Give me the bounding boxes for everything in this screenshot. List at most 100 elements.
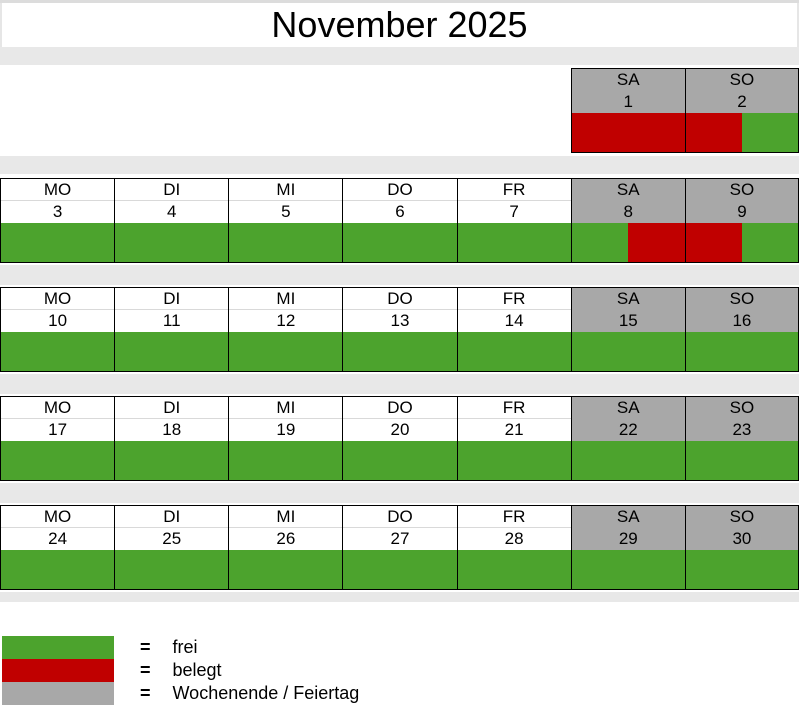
availability-second-half [514,550,571,589]
day-name: DI [115,397,229,419]
separator-band [0,47,799,65]
day-name: SO [685,397,798,419]
availability-second-half [628,550,685,589]
availability-second-half [57,223,115,262]
availability-first-half [457,223,515,262]
day-number: 5 [229,201,343,223]
day-cell-nov-27: DO 27 [342,505,457,590]
day-number: 14 [457,310,571,332]
availability-bar [229,223,343,262]
day-cell-nov-12: MI 12 [228,287,343,372]
availability-first-half [457,550,515,589]
availability-first-half [115,223,172,262]
day-cell-nov-22: SA 22 [570,396,685,481]
availability-bar [571,550,685,589]
legend-swatch-wochenende [2,682,114,705]
day-number: 7 [457,201,571,223]
availability-bar [115,550,229,589]
availability-first-half [1,441,58,480]
day-number: 4 [115,201,229,223]
page-top-strip [0,0,799,3]
empty-cell [114,68,229,153]
day-name: MO [1,397,115,419]
day-name: MO [1,288,115,310]
legend-label-frei: frei [172,637,198,657]
availability-second-half [741,550,798,589]
availability-bar [343,550,457,589]
availability-first-half [343,223,400,262]
availability-bar [685,223,798,262]
availability-second-half [514,441,571,480]
empty-cell [342,68,457,153]
availability-second-half [285,223,343,262]
day-number: 17 [1,419,115,441]
availability-second-half [400,550,457,589]
legend-label-wochenende: Wochenende / Feiertag [172,683,360,703]
availability-bar [457,441,571,480]
week-row-5: MO 24 DI 25 MI 26 DO 27 FR 28 [0,505,799,590]
availability-bar [571,332,685,371]
week-row-1: SA 1 SO 2 [0,68,799,153]
availability-first-half [685,550,742,589]
day-cell-nov-25: DI 25 [114,505,229,590]
availability-second-half [628,223,685,262]
day-cell-nov-26: MI 26 [228,505,343,590]
equals-sign: = [140,660,151,680]
separator-band [0,483,799,503]
availability-bar [685,113,798,152]
week-row-3: MO 10 DI 11 MI 12 DO 13 FR 14 [0,287,799,372]
availability-bar [115,332,229,371]
day-name: SO [685,506,798,528]
day-name: DO [343,288,457,310]
availability-second-half [400,332,457,371]
day-name: SA [571,397,685,419]
day-number: 10 [1,310,115,332]
day-name: MO [1,506,115,528]
day-name: SA [571,506,685,528]
legend: = frei = belegt = Wochenende / Feiertag [0,636,799,705]
availability-bar [571,223,685,262]
day-number: 3 [1,201,115,223]
availability-second-half [285,441,343,480]
day-name: DO [343,179,457,201]
day-cell-nov-24: MO 24 [0,505,115,590]
availability-second-half [285,332,343,371]
day-number: 19 [229,419,343,441]
availability-first-half [571,441,629,480]
day-number: 21 [457,419,571,441]
day-name: MO [1,179,115,201]
availability-second-half [171,223,229,262]
availability-first-half [343,332,400,371]
legend-item-frei: = frei [0,636,799,659]
separator-band [0,374,799,394]
availability-bar [685,332,798,371]
day-number: 25 [115,528,229,550]
availability-second-half [628,113,685,152]
availability-first-half [229,332,286,371]
availability-bar [571,441,685,480]
day-name: DI [115,179,229,201]
day-name: FR [457,506,571,528]
availability-bar [229,332,343,371]
day-number: 24 [1,528,115,550]
day-number: 15 [571,310,685,332]
availability-bar [343,332,457,371]
availability-second-half [285,550,343,589]
availability-first-half [229,223,286,262]
availability-bar [1,332,115,371]
day-number: 26 [229,528,343,550]
day-name: MI [229,506,343,528]
availability-first-half [571,113,629,152]
availability-first-half [571,332,629,371]
availability-bar [457,223,571,262]
availability-first-half [685,223,742,262]
page-title: November 2025 [271,4,528,45]
day-number: 16 [685,310,798,332]
availability-second-half [628,441,685,480]
availability-second-half [628,332,685,371]
day-number: 28 [457,528,571,550]
day-name: SO [685,288,798,310]
availability-second-half [741,332,798,371]
day-name: FR [457,288,571,310]
day-cell-nov-7: FR 7 [456,178,571,263]
